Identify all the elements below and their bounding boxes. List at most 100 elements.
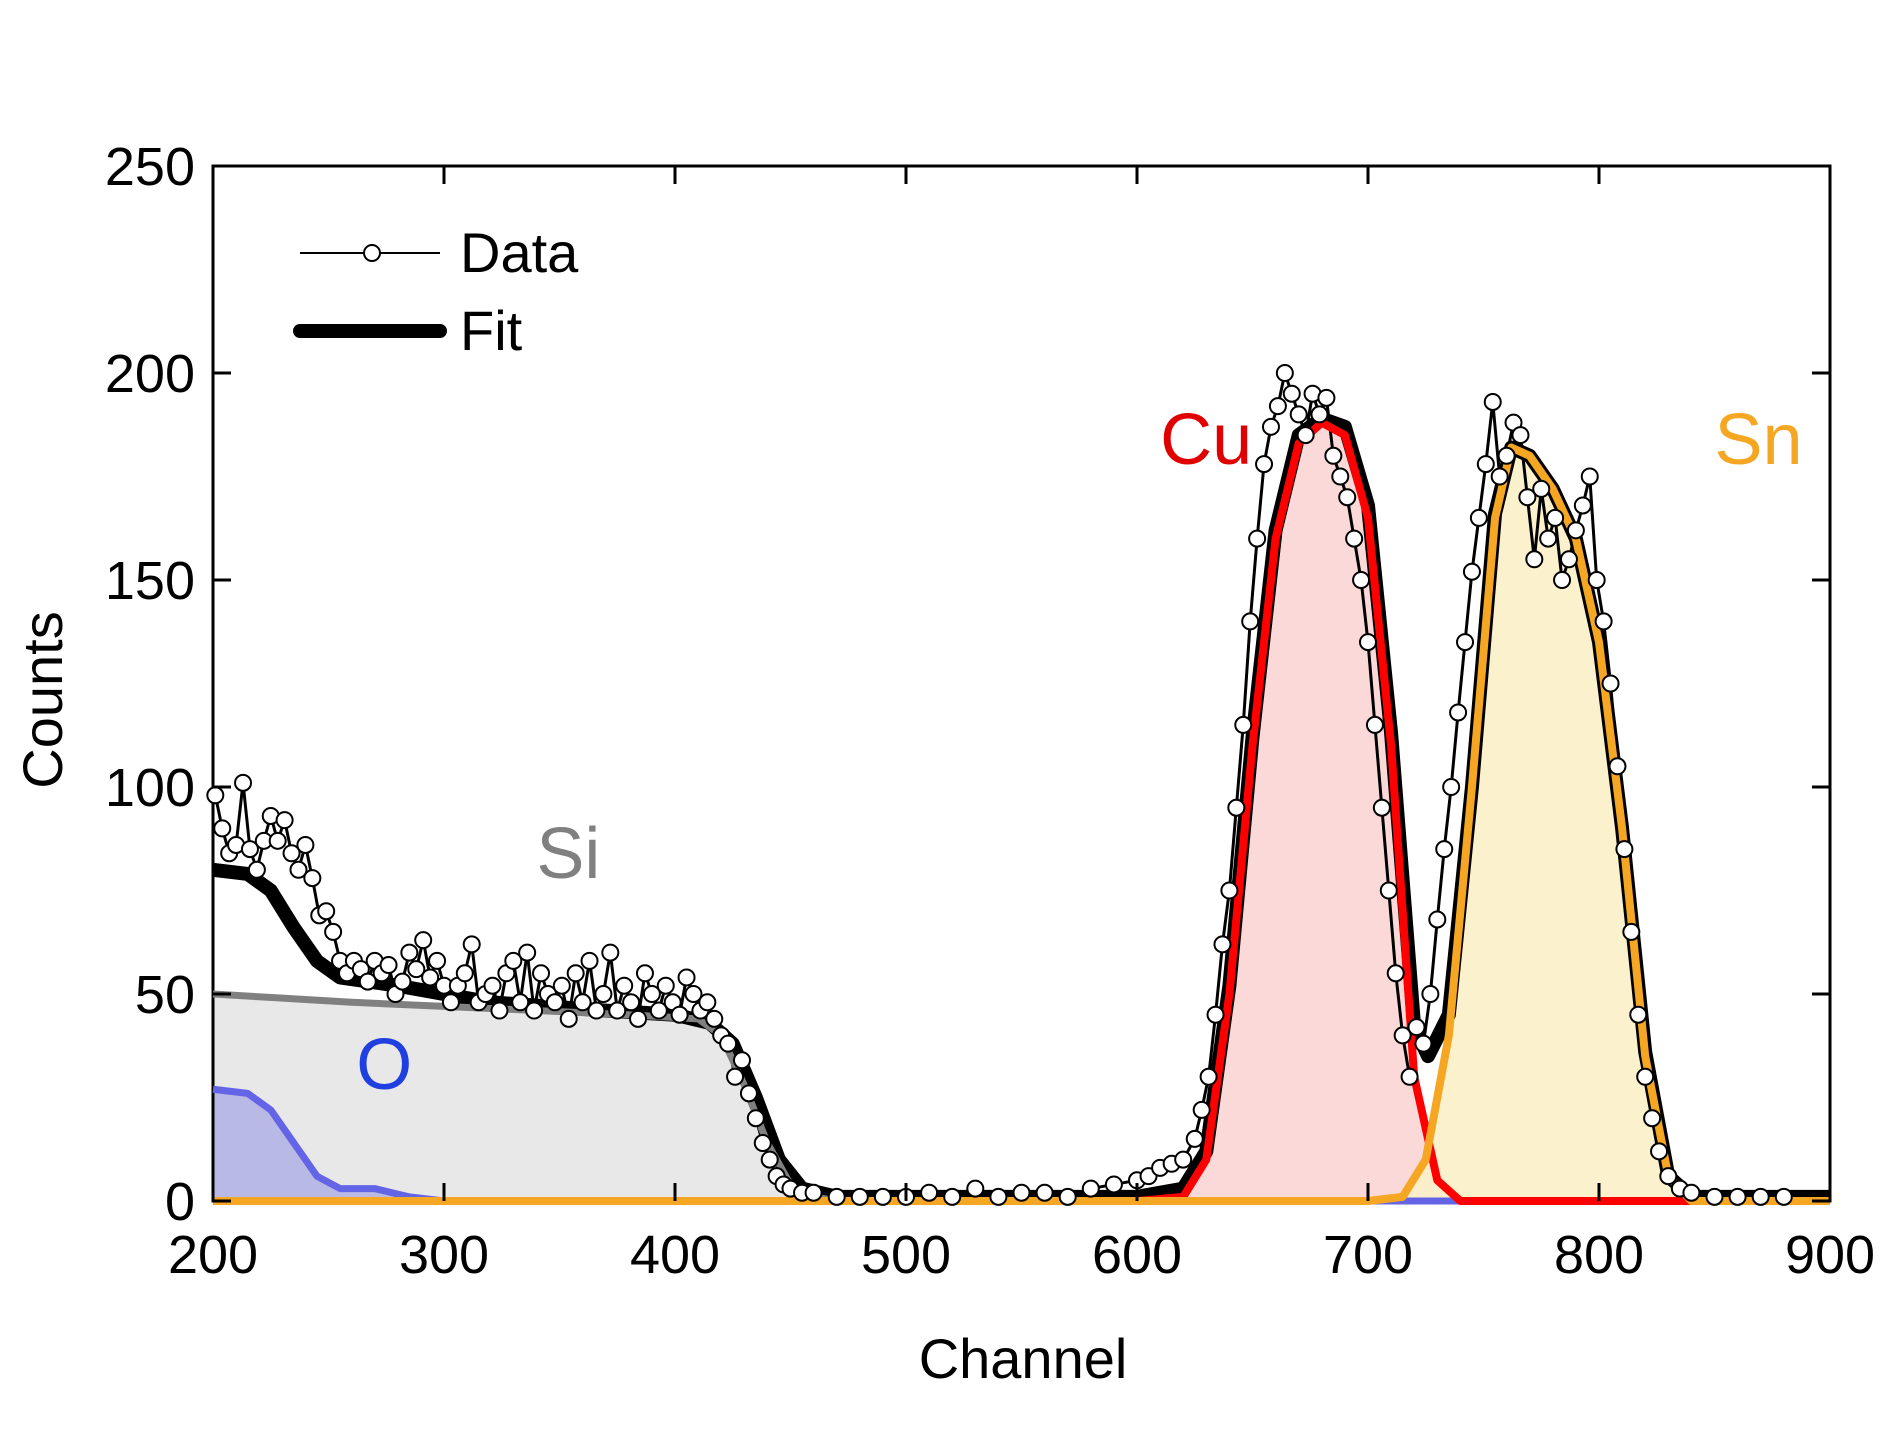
data-point bbox=[532, 964, 551, 983]
data-point bbox=[698, 993, 717, 1012]
data-point bbox=[1594, 612, 1613, 631]
data-point bbox=[649, 1001, 668, 1020]
data-point bbox=[324, 922, 343, 941]
data-point bbox=[656, 976, 675, 995]
data-point bbox=[1275, 364, 1294, 382]
x-axis-ticks: 200 300 400 500 600 700 800 900 bbox=[168, 166, 1875, 1285]
data-point bbox=[247, 860, 266, 879]
data-point bbox=[1682, 1183, 1701, 1202]
label-cu: Cu bbox=[1160, 400, 1252, 480]
data-point bbox=[1601, 674, 1620, 693]
data-point bbox=[317, 902, 336, 921]
x-tick-label: 800 bbox=[1554, 1225, 1644, 1285]
y-tick-label: 200 bbox=[105, 344, 195, 404]
data-point bbox=[1359, 633, 1377, 652]
data-point bbox=[1220, 881, 1239, 900]
data-point bbox=[1104, 1175, 1123, 1194]
data-point bbox=[1774, 1187, 1793, 1206]
data-point bbox=[441, 993, 460, 1012]
data-point bbox=[1728, 1187, 1747, 1206]
data-point bbox=[580, 951, 599, 970]
data-point bbox=[989, 1187, 1008, 1206]
y-tick-label: 100 bbox=[105, 758, 195, 818]
data-point bbox=[1081, 1179, 1100, 1198]
data-point bbox=[1650, 1142, 1669, 1161]
data-point bbox=[379, 956, 398, 975]
data-point bbox=[726, 1067, 745, 1086]
data-point bbox=[462, 935, 481, 954]
data-point bbox=[455, 964, 474, 983]
legend-label-fit: Fit bbox=[460, 299, 523, 362]
x-tick-label: 900 bbox=[1785, 1225, 1875, 1285]
component-fills bbox=[213, 422, 1830, 1201]
data-point bbox=[635, 964, 654, 983]
data-point bbox=[1532, 479, 1551, 498]
data-point bbox=[1497, 446, 1516, 465]
data-point bbox=[1296, 426, 1315, 445]
data-point bbox=[760, 1150, 779, 1169]
x-tick-label: 200 bbox=[168, 1225, 258, 1285]
data-point bbox=[739, 1084, 758, 1103]
data-point bbox=[1566, 521, 1585, 540]
data-point bbox=[1573, 496, 1592, 515]
y-axis-title: Counts bbox=[11, 611, 74, 788]
data-point bbox=[240, 840, 259, 859]
data-point bbox=[1213, 935, 1232, 954]
y-tick-label: 50 bbox=[135, 965, 195, 1025]
data-point bbox=[1629, 1005, 1648, 1024]
data-point bbox=[358, 972, 377, 991]
data-point bbox=[1462, 562, 1481, 581]
data-point bbox=[1338, 488, 1357, 507]
data-point bbox=[504, 951, 523, 970]
data-point bbox=[1386, 964, 1405, 983]
y-tick-label: 250 bbox=[105, 137, 195, 197]
data-point bbox=[1379, 881, 1398, 900]
label-si: Si bbox=[536, 814, 600, 894]
data-point bbox=[1345, 529, 1364, 548]
data-point bbox=[1331, 467, 1350, 486]
data-point bbox=[873, 1187, 892, 1206]
data-point bbox=[1317, 388, 1336, 407]
element-labels: Si O Cu Sn bbox=[356, 400, 1802, 1105]
data-point bbox=[1268, 397, 1287, 416]
data-point bbox=[1476, 455, 1495, 474]
data-point bbox=[746, 1109, 765, 1128]
data-point bbox=[421, 968, 440, 987]
data-point bbox=[545, 993, 564, 1012]
data-point bbox=[573, 993, 592, 1012]
data-point bbox=[705, 1009, 724, 1028]
y-tick-label: 150 bbox=[105, 551, 195, 611]
data-point bbox=[920, 1183, 939, 1202]
data-point bbox=[732, 1051, 751, 1070]
data-point bbox=[483, 976, 502, 995]
data-point bbox=[1449, 703, 1468, 722]
data-point bbox=[719, 1034, 738, 1053]
data-point bbox=[1261, 417, 1280, 436]
data-point bbox=[1255, 455, 1274, 474]
fit-lines bbox=[206, 364, 1830, 1206]
data-point bbox=[684, 985, 703, 1003]
data-point bbox=[1400, 1067, 1419, 1086]
data-point bbox=[850, 1187, 869, 1206]
data-point bbox=[1469, 508, 1488, 527]
data-point bbox=[1206, 1005, 1225, 1024]
data-point bbox=[1289, 405, 1308, 424]
data-point bbox=[1248, 529, 1267, 548]
data-point bbox=[552, 976, 571, 995]
data-point bbox=[827, 1187, 846, 1206]
x-tick-label: 300 bbox=[399, 1225, 489, 1285]
data-point bbox=[1483, 392, 1502, 411]
data-point bbox=[1185, 1129, 1204, 1148]
data-point bbox=[1546, 508, 1565, 527]
fit-line-sn bbox=[213, 443, 1830, 1205]
y-axis-ticks: 0 50 100 150 200 250 bbox=[105, 137, 1830, 1232]
data-point bbox=[1587, 571, 1606, 589]
data-point bbox=[615, 976, 634, 995]
data-point bbox=[1615, 840, 1634, 859]
data-point bbox=[1227, 798, 1246, 817]
data-point bbox=[1393, 1026, 1412, 1045]
data-point bbox=[1234, 715, 1253, 734]
data-point bbox=[1241, 612, 1260, 631]
x-tick-label: 500 bbox=[861, 1225, 951, 1285]
